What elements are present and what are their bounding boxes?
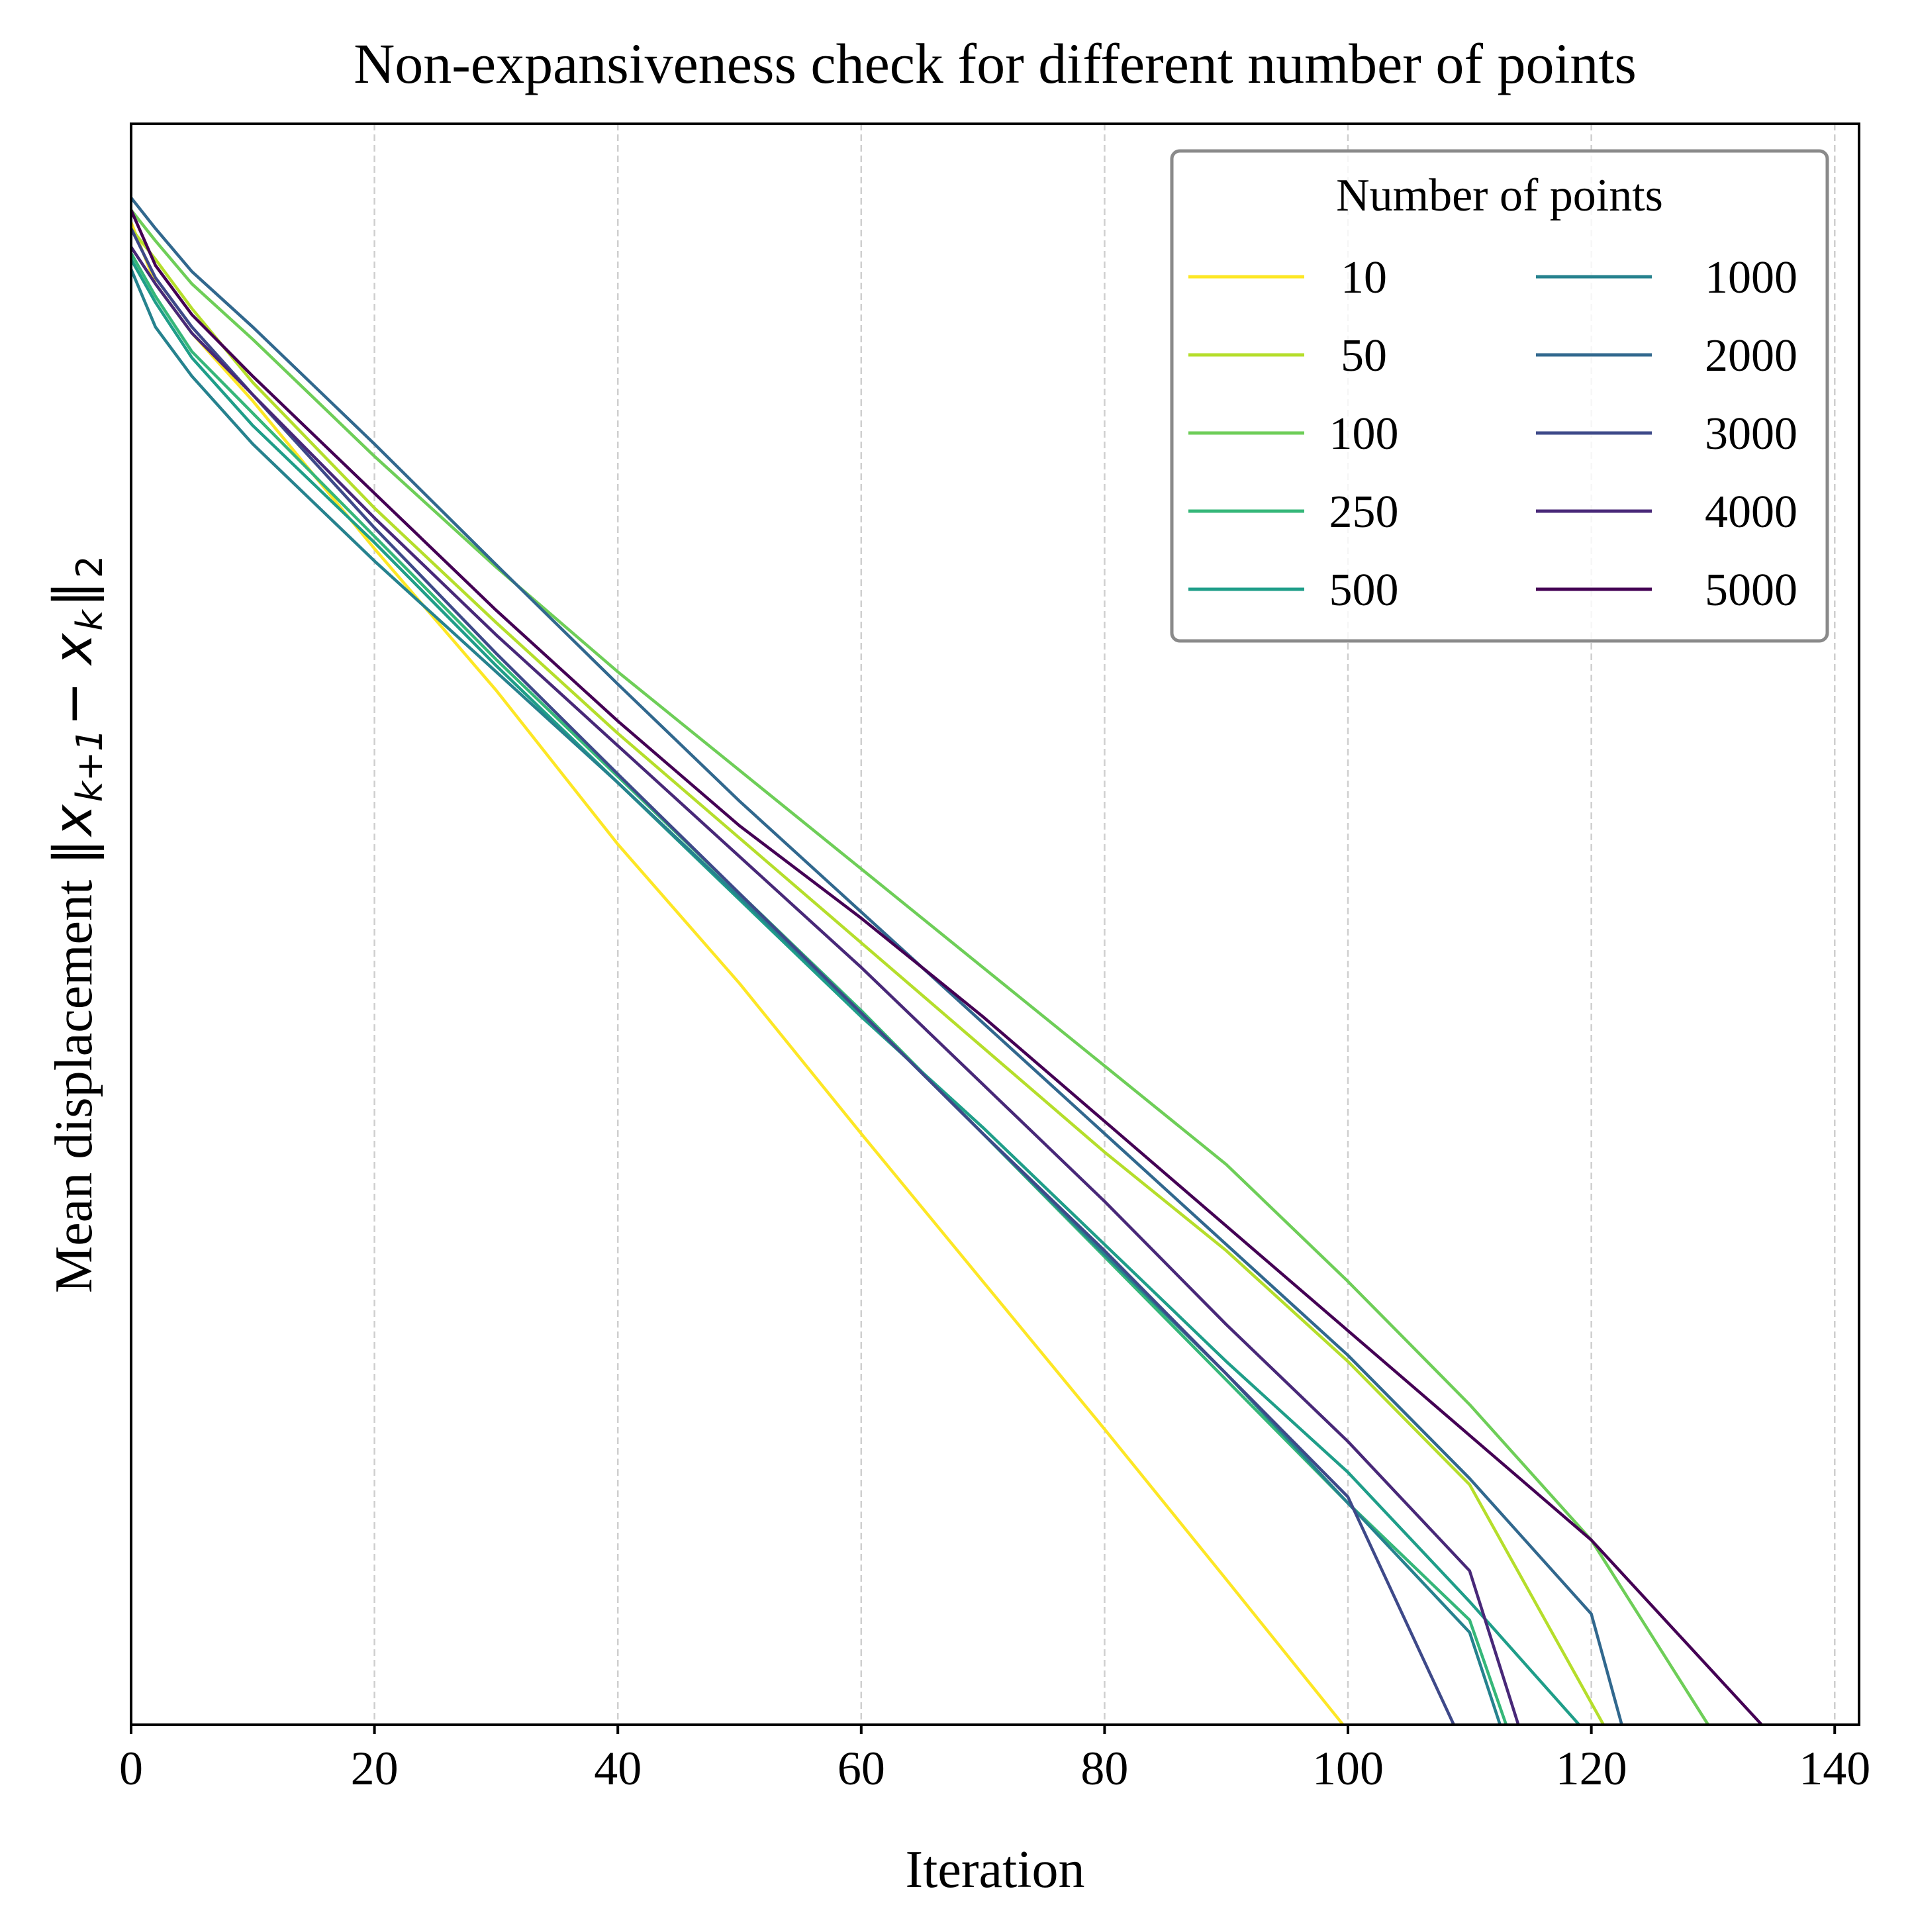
x-tick-label: 80 <box>1080 1742 1128 1795</box>
legend-label-4000: 4000 <box>1705 487 1797 538</box>
y-axis-label-minus: − <box>42 665 104 726</box>
x-axis-ticks: 0 20 40 60 80 100 120 140 <box>119 1725 1870 1795</box>
legend-label-100: 100 <box>1329 409 1399 459</box>
x-tick-label: 120 <box>1556 1742 1627 1795</box>
series-line-5000 <box>129 209 1763 1726</box>
series-line-100 <box>130 209 1710 1726</box>
legend-label-1000: 1000 <box>1705 252 1797 303</box>
legend-label-250: 250 <box>1329 487 1399 538</box>
x-tick-label: 0 <box>119 1742 143 1795</box>
y-axis-label: Mean displacement ‖ x k+1 − x k ‖ 2 <box>42 555 111 1293</box>
y-axis-label-prefix: Mean displacement <box>45 880 103 1293</box>
legend-label-10: 10 <box>1341 252 1387 303</box>
legend-label-500: 500 <box>1329 565 1399 616</box>
y-axis-label-sub3: 2 <box>69 555 111 578</box>
legend: Number of points 10 50 100 250 500 1000 2000 30… <box>1170 149 1829 643</box>
x-tick-label: 20 <box>351 1742 399 1795</box>
y-axis-label-sub2: k <box>69 608 111 631</box>
legend-title: Number of points <box>1336 170 1663 221</box>
legend-box <box>1170 149 1829 643</box>
series-line-2000 <box>130 197 1623 1725</box>
y-axis-label-open-bar: ‖ <box>42 839 105 865</box>
x-axis-label: Iteration <box>906 1841 1085 1899</box>
y-axis-label-text: Mean displacement ‖ x k+1 − x k ‖ 2 <box>42 555 111 1293</box>
series-line-1000 <box>129 268 1502 1725</box>
y-axis-label-sub1: k+1 <box>69 729 111 802</box>
legend-label-2000: 2000 <box>1705 330 1797 381</box>
y-axis-label-x1: x <box>42 804 104 838</box>
series-line-3000 <box>129 228 1455 1725</box>
legend-label-3000: 3000 <box>1705 409 1797 459</box>
legend-items: 10 50 100 250 500 1000 2000 3000 4000 5000 <box>1188 252 1797 616</box>
series-line-500 <box>130 258 1580 1726</box>
x-tick-label: 40 <box>594 1742 642 1795</box>
legend-label-5000: 5000 <box>1705 565 1797 616</box>
series-line-4000 <box>130 246 1520 1725</box>
x-tick-label: 140 <box>1799 1742 1870 1795</box>
series-lines <box>129 197 1763 1726</box>
x-tick-label: 60 <box>837 1742 885 1795</box>
y-axis-label-x2: x <box>42 632 104 667</box>
chart-title: Non-expansiveness check for different nu… <box>354 32 1637 95</box>
plot-frame <box>130 122 1860 1726</box>
legend-label-50: 50 <box>1341 330 1387 381</box>
y-axis-label-close-bar: ‖ <box>42 581 105 607</box>
x-tick-label: 100 <box>1312 1742 1384 1795</box>
